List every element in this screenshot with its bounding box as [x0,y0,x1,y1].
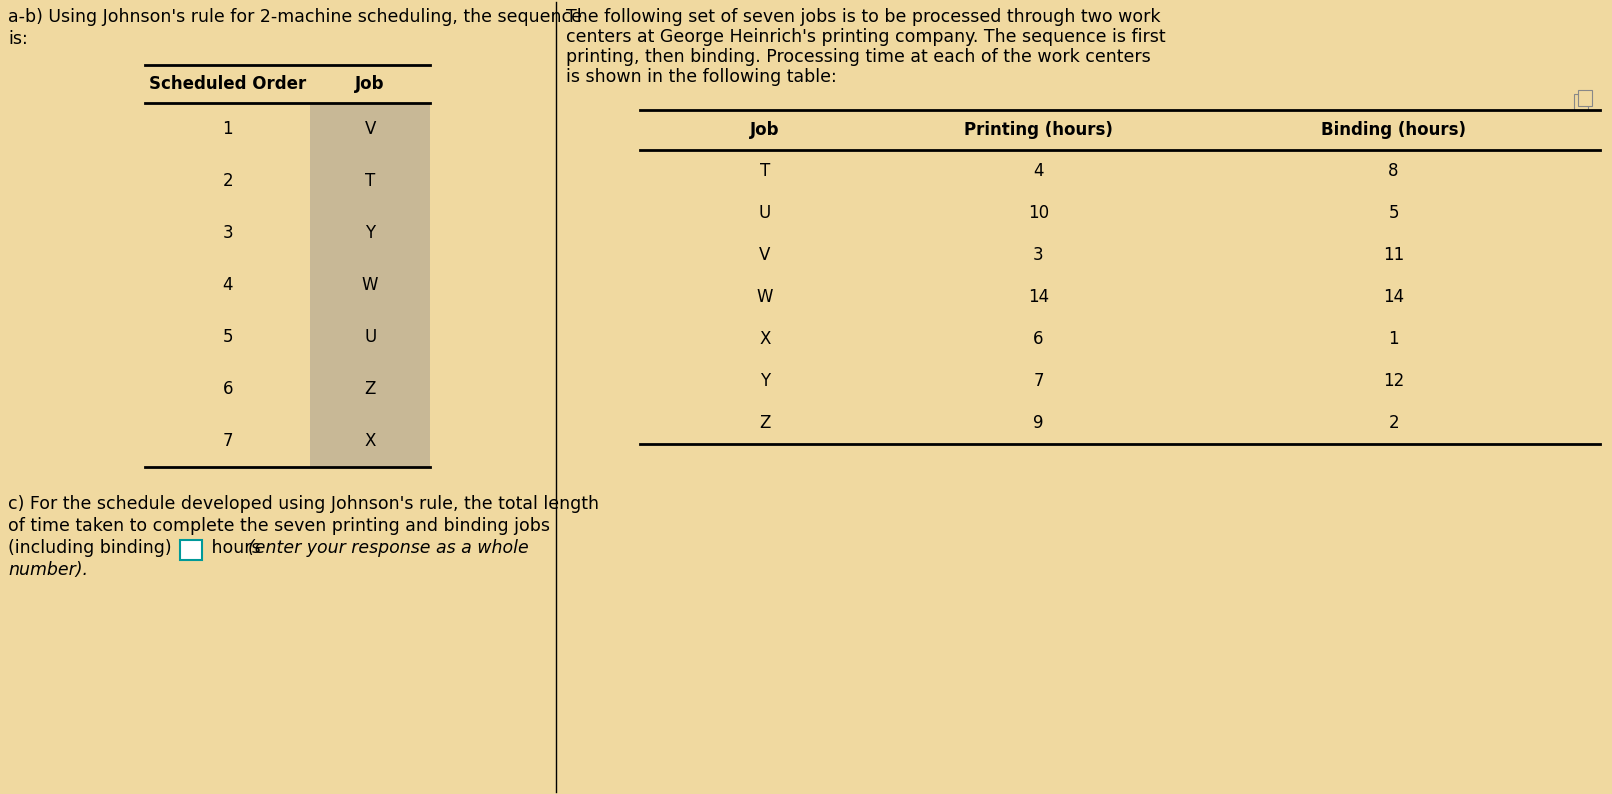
Text: 8: 8 [1388,162,1399,180]
Text: Z: Z [759,414,771,432]
Text: 12: 12 [1383,372,1404,390]
Text: Y: Y [759,372,771,390]
Text: U: U [759,204,771,222]
Bar [1573,94,1588,110]
Text: hours: hours [206,539,266,557]
Text: 4: 4 [222,276,232,294]
Bar [310,415,430,467]
Text: Binding (hours): Binding (hours) [1322,121,1465,139]
Text: 11: 11 [1383,246,1404,264]
Text: 4: 4 [1033,162,1043,180]
Text: centers at George Heinrich's printing company. The sequence is first: centers at George Heinrich's printing co… [566,28,1165,46]
Bar [310,363,430,415]
Text: 7: 7 [222,432,232,450]
Text: 3: 3 [1033,246,1043,264]
Bar [310,103,430,155]
Text: 2: 2 [222,172,234,190]
Text: of time taken to complete the seven printing and binding jobs: of time taken to complete the seven prin… [8,517,550,535]
Text: Job: Job [750,121,780,139]
Text: a-b) Using Johnson's rule for 2-machine scheduling, the sequence: a-b) Using Johnson's rule for 2-machine … [8,8,582,26]
Text: T: T [364,172,376,190]
Bar [310,207,430,259]
Text: U: U [364,328,376,346]
Text: W: W [363,276,379,294]
Text: Scheduled Order: Scheduled Order [148,75,306,93]
Text: 14: 14 [1028,288,1049,306]
Text: X: X [759,330,771,348]
Text: The following set of seven jobs is to be processed through two work: The following set of seven jobs is to be… [566,8,1161,26]
Text: Z: Z [364,380,376,398]
Text: 6: 6 [1033,330,1043,348]
Bar [310,311,430,363]
Text: (including binding) =: (including binding) = [8,539,197,557]
Text: number).: number). [8,561,89,579]
Bar [1578,90,1593,106]
Bar [310,155,430,207]
Text: Job: Job [355,75,385,93]
Text: X: X [364,432,376,450]
Text: 3: 3 [222,224,234,242]
Text: 7: 7 [1033,372,1043,390]
Text: V: V [364,120,376,138]
Bar [310,259,430,311]
Text: V: V [759,246,771,264]
Text: Printing (hours): Printing (hours) [964,121,1112,139]
Text: is:: is: [8,30,27,48]
Text: 10: 10 [1028,204,1049,222]
Text: 6: 6 [222,380,232,398]
Text: Y: Y [364,224,376,242]
Text: 5: 5 [1388,204,1399,222]
Text: W: W [756,288,774,306]
Text: 2: 2 [1388,414,1399,432]
Text: T: T [759,162,771,180]
Text: 1: 1 [1388,330,1399,348]
Text: 1: 1 [222,120,234,138]
Text: (enter your response as a whole: (enter your response as a whole [248,539,529,557]
Text: is shown in the following table:: is shown in the following table: [566,68,837,86]
Text: c) For the schedule developed using Johnson's rule, the total length: c) For the schedule developed using John… [8,495,600,513]
Text: 9: 9 [1033,414,1043,432]
Text: 5: 5 [222,328,232,346]
Text: 14: 14 [1383,288,1404,306]
Text: printing, then binding. Processing time at each of the work centers: printing, then binding. Processing time … [566,48,1151,66]
Bar [181,540,202,560]
